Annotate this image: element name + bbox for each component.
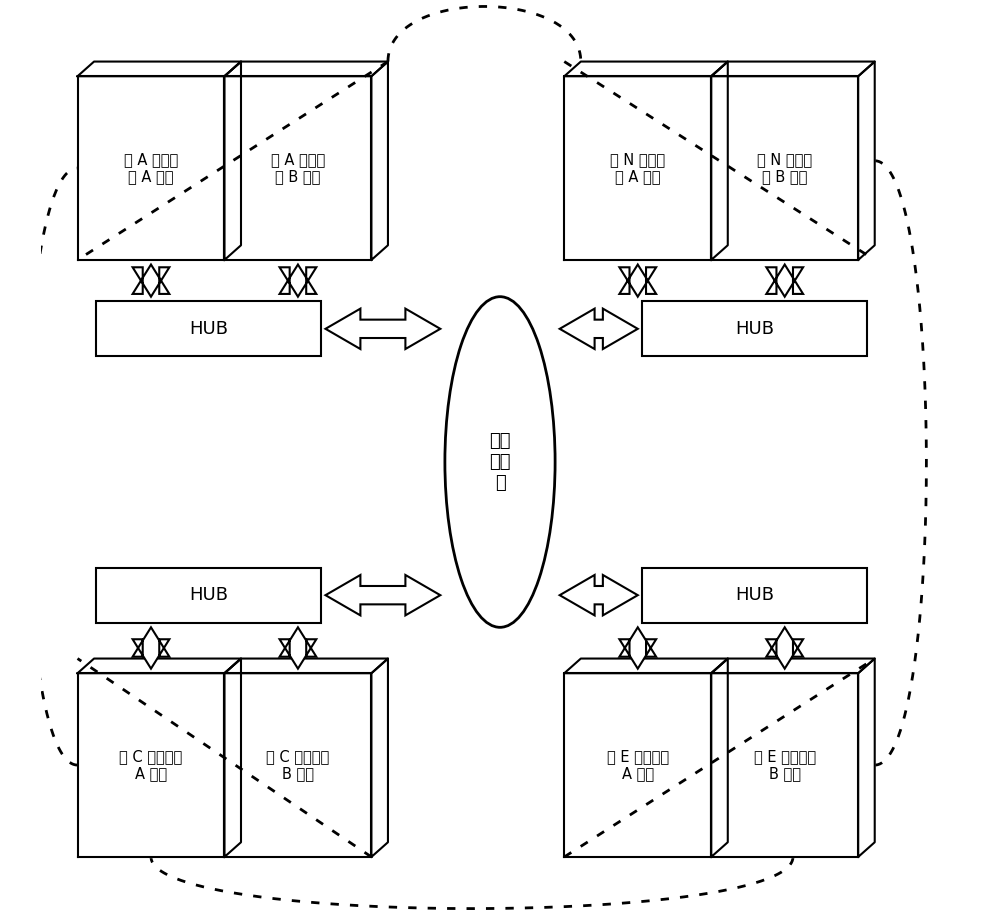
Polygon shape [78, 62, 241, 77]
Polygon shape [224, 674, 371, 857]
Text: 站 C 控制保护
A 系统: 站 C 控制保护 A 系统 [119, 748, 183, 782]
Text: 电力
专用
网: 电力 专用 网 [489, 432, 511, 492]
Polygon shape [766, 627, 803, 669]
Text: 站 E 控制保护
A 系统: 站 E 控制保护 A 系统 [607, 748, 669, 782]
Polygon shape [711, 659, 728, 857]
Polygon shape [711, 62, 728, 260]
Polygon shape [564, 77, 711, 260]
FancyBboxPatch shape [642, 567, 867, 623]
Text: HUB: HUB [189, 586, 228, 604]
Polygon shape [224, 659, 241, 857]
Polygon shape [224, 62, 241, 260]
Polygon shape [280, 264, 316, 297]
Polygon shape [766, 264, 803, 297]
Text: 站 N 控制保
护 B 系统: 站 N 控制保 护 B 系统 [757, 152, 812, 184]
Text: 站 E 控制保护
B 系统: 站 E 控制保护 B 系统 [754, 748, 816, 782]
Text: HUB: HUB [735, 320, 774, 338]
Text: 站 C 控制保护
B 系统: 站 C 控制保护 B 系统 [266, 748, 330, 782]
Polygon shape [371, 62, 388, 260]
Polygon shape [78, 674, 224, 857]
Ellipse shape [445, 297, 555, 627]
Polygon shape [371, 659, 388, 857]
Polygon shape [133, 627, 169, 669]
Text: HUB: HUB [735, 586, 774, 604]
Polygon shape [325, 575, 440, 615]
Polygon shape [711, 77, 858, 260]
Polygon shape [133, 264, 169, 297]
Polygon shape [858, 659, 875, 857]
Polygon shape [711, 674, 858, 857]
Polygon shape [78, 659, 241, 674]
Text: HUB: HUB [189, 320, 228, 338]
Polygon shape [858, 62, 875, 260]
Polygon shape [564, 659, 728, 674]
Polygon shape [619, 627, 656, 669]
Polygon shape [224, 659, 388, 674]
Polygon shape [224, 62, 388, 77]
FancyBboxPatch shape [96, 301, 321, 357]
Text: 站 A 控制保
护 B 系统: 站 A 控制保 护 B 系统 [271, 152, 325, 184]
FancyBboxPatch shape [642, 301, 867, 357]
Polygon shape [564, 674, 711, 857]
Polygon shape [560, 575, 638, 615]
Text: 站 A 控制保
护 A 系统: 站 A 控制保 护 A 系统 [124, 152, 178, 184]
Polygon shape [564, 62, 728, 77]
Polygon shape [325, 309, 440, 349]
Polygon shape [619, 264, 656, 297]
Polygon shape [224, 77, 371, 260]
FancyBboxPatch shape [96, 567, 321, 623]
Polygon shape [711, 62, 875, 77]
Polygon shape [711, 659, 875, 674]
Text: 站 N 控制保
护 A 系统: 站 N 控制保 护 A 系统 [610, 152, 665, 184]
Polygon shape [560, 309, 638, 349]
Polygon shape [78, 77, 224, 260]
Polygon shape [280, 627, 316, 669]
